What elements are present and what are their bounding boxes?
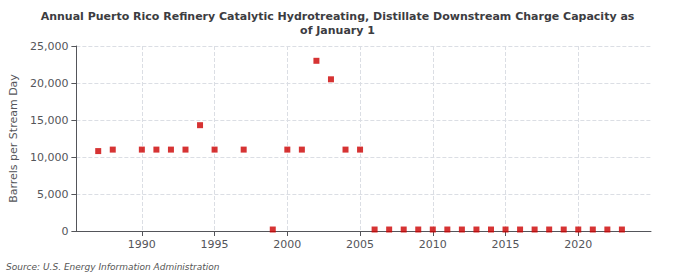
svg-text:2020: 2020	[564, 238, 592, 251]
svg-text:Barrels per Stream Day: Barrels per Stream Day	[7, 74, 20, 203]
svg-text:20,000: 20,000	[30, 77, 69, 90]
svg-text:1990: 1990	[128, 238, 156, 251]
svg-text:2000: 2000	[273, 238, 301, 251]
svg-text:25,000: 25,000	[30, 40, 69, 53]
svg-text:2010: 2010	[419, 238, 447, 251]
svg-text:2015: 2015	[492, 238, 520, 251]
svg-text:of January 1: of January 1	[300, 24, 375, 37]
svg-text:2005: 2005	[346, 238, 374, 251]
svg-text:10,000: 10,000	[30, 151, 69, 164]
svg-text:0: 0	[61, 225, 68, 238]
svg-text:Annual Puerto Rico Refinery Ca: Annual Puerto Rico Refinery Catalytic Hy…	[41, 10, 635, 23]
svg-text:Source: U.S. Energy Informatio: Source: U.S. Energy Information Administ…	[6, 262, 220, 272]
svg-text:5,000: 5,000	[37, 188, 69, 201]
svg-text:15,000: 15,000	[30, 114, 69, 127]
svg-text:1995: 1995	[201, 238, 229, 251]
